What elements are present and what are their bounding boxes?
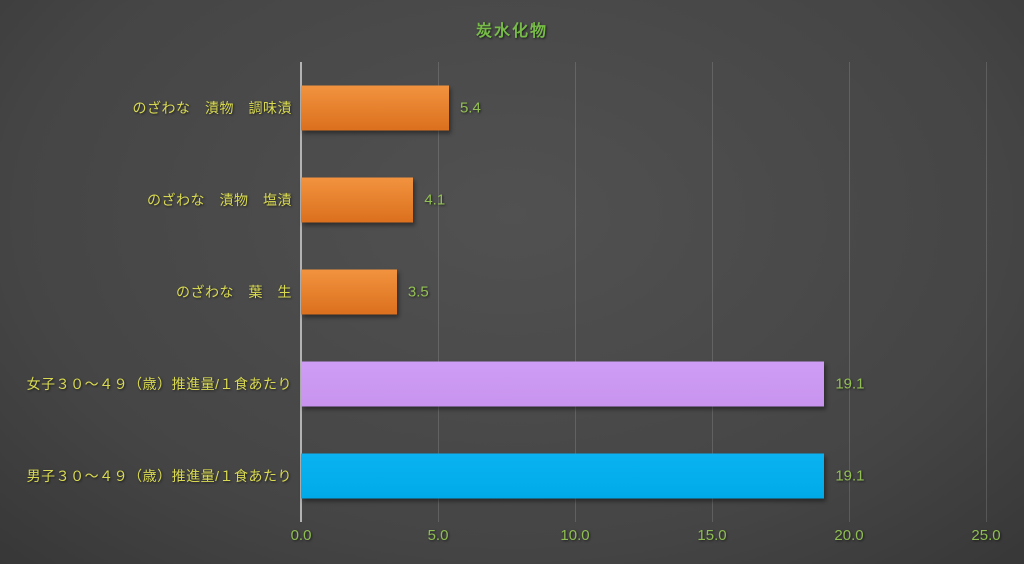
bar-row: 5.4 [301,62,986,154]
value-label: 4.1 [424,191,446,209]
bar [301,85,449,131]
x-tick-label: 10.0 [560,527,590,544]
category-axis: のざわな 漬物 調味漬のざわな 漬物 塩漬のざわな 葉 生女子３０～４９（歳）推… [0,62,292,522]
bar-row: 4.1 [301,154,986,246]
bar [301,177,414,223]
category-label: のざわな 漬物 塩漬 [147,192,292,208]
x-tick-label: 20.0 [834,527,864,544]
bar [301,269,397,315]
bar-row: 19.1 [301,338,986,430]
value-label: 3.5 [407,283,429,301]
grid-line [575,62,576,522]
bar-row: 3.5 [301,246,986,338]
value-label: 19.1 [835,375,865,393]
bar [301,453,825,499]
x-tick-label: 15.0 [697,527,727,544]
bar-row: 19.1 [301,430,986,522]
x-tick-label: 0.0 [290,527,312,544]
category-label: 女子３０～４９（歳）推進量/１食あたり [26,376,292,392]
grid-line [438,62,439,522]
grid-line [986,62,987,522]
value-label: 5.4 [459,99,481,117]
grid-line [712,62,713,522]
category-label: のざわな 葉 生 [176,284,292,300]
plot-area: 5.4 4.1 3.5 19.1 19.1 [300,62,987,522]
category-label: 男子３０～４９（歳）推進量/１食あたり [26,468,292,484]
grid-line [849,62,850,522]
x-tick-label: 25.0 [971,527,1001,544]
x-tick-label: 5.0 [427,527,449,544]
category-label: のざわな 漬物 調味漬 [132,100,292,116]
value-label: 19.1 [835,467,865,485]
x-axis: 0.0 5.0 10.0 15.0 20.0 25.0 [291,527,1001,549]
chart-title: 炭水化物 [475,23,548,40]
bar [301,361,825,407]
